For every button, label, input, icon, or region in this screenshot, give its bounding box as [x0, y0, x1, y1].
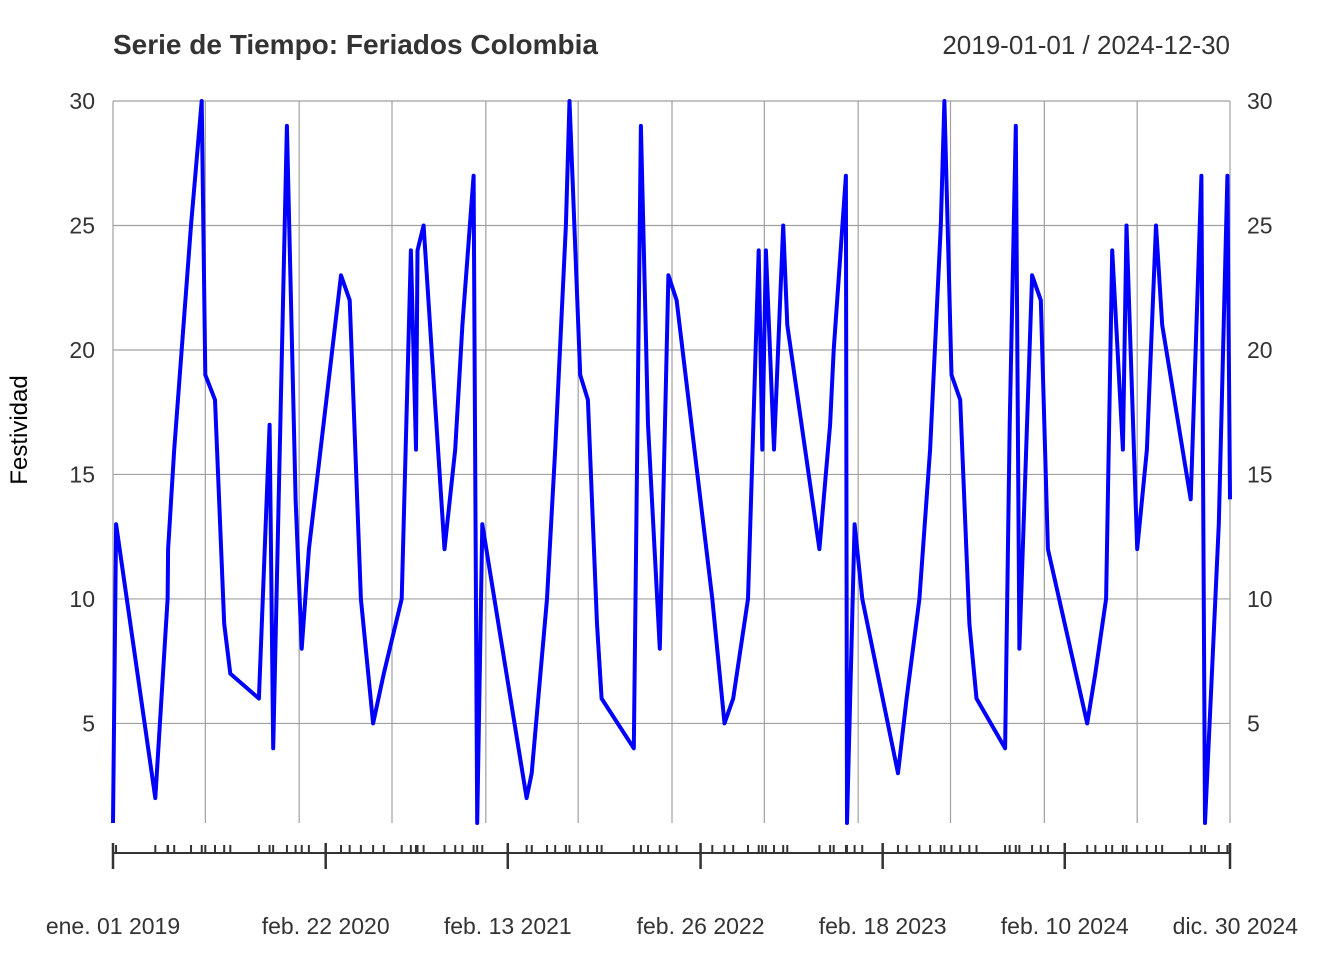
y-tick-label-right: 30	[1247, 88, 1273, 114]
y-axis-label: Festividad	[6, 375, 33, 484]
y-tick-label-right: 5	[1247, 710, 1260, 736]
x-tick-label: feb. 10 2024	[1001, 913, 1129, 939]
x-axis: ene. 01 2019 feb. 22 2020 feb. 13 2021 feb.…	[46, 843, 1298, 939]
x-tick-label: feb. 13 2021	[444, 913, 572, 939]
series-line	[111, 99, 1232, 825]
y-tick-label-right: 25	[1247, 212, 1273, 238]
y-tick-label-right: 10	[1247, 586, 1273, 612]
y-tick-label-left: 5	[82, 710, 95, 736]
y-tick-label-right: 20	[1247, 337, 1273, 363]
x-tick-label: feb. 22 2020	[262, 913, 390, 939]
date-range-label: 2019-01-01 / 2024-12-30	[942, 30, 1230, 60]
x-tick-label: feb. 18 2023	[819, 913, 947, 939]
y-tick-label-left: 10	[69, 586, 95, 612]
x-tick-label: feb. 26 2022	[637, 913, 765, 939]
series-group	[111, 99, 1232, 825]
y-tick-label-left: 30	[69, 88, 95, 114]
x-tick-label: dic. 30 2024	[1173, 913, 1299, 939]
y-tick-label-left: 25	[69, 212, 95, 238]
chart-title: Serie de Tiempo: Feriados Colombia	[113, 29, 598, 60]
grid-lines	[112, 100, 1231, 823]
y-tick-label-left: 20	[69, 337, 95, 363]
y-tick-label-right: 15	[1247, 461, 1273, 487]
y-tick-label-left: 15	[69, 461, 95, 487]
x-tick-label: ene. 01 2019	[46, 913, 180, 939]
y-tick-labels: 5 5 10 10 15 15 20 20 25 25 30 30	[69, 88, 1272, 736]
